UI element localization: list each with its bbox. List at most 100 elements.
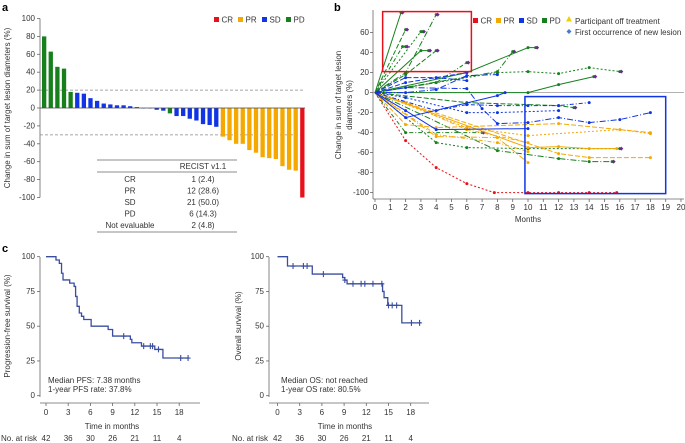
series-line-pd xyxy=(375,76,594,94)
data-point-sd xyxy=(480,107,484,111)
at-risk-count: 21 xyxy=(130,434,139,443)
bar-pd xyxy=(48,51,53,108)
series-line-pd xyxy=(374,47,536,94)
pfs-y-label: Progression-free survival (%) xyxy=(3,274,12,377)
x-tick-label: 5 xyxy=(449,203,454,212)
data-point-pd xyxy=(434,141,438,145)
new-lesion-marker xyxy=(435,48,440,53)
series-line-pr xyxy=(374,92,651,134)
y-tick-label: 100 xyxy=(22,14,36,23)
series-line-pd xyxy=(374,92,620,150)
at-risk-count: 26 xyxy=(340,434,349,443)
series-line-pd xyxy=(374,92,613,163)
bar-sd xyxy=(161,108,166,111)
x-tick-label: 15 xyxy=(384,408,393,417)
new-lesion-marker xyxy=(619,69,624,74)
data-point-sd xyxy=(404,116,408,120)
data-point-sd xyxy=(465,79,469,83)
legend-off-treatment-label: Participant off treatment xyxy=(575,17,661,26)
new-lesion-marker xyxy=(428,48,433,53)
data-point-sd xyxy=(465,87,469,91)
data-point-sd xyxy=(404,96,408,100)
censor-mark xyxy=(320,271,326,278)
data-point-pr xyxy=(615,147,619,151)
data-point-sd xyxy=(557,104,561,108)
data-point-pr xyxy=(526,150,530,154)
bar-sd xyxy=(134,107,139,108)
bar-sd xyxy=(194,108,199,121)
bar-pr xyxy=(253,108,259,153)
x-tick-label: 18 xyxy=(646,203,655,212)
os-median: Median OS: not reached xyxy=(281,376,368,385)
legend-label-sd: SD xyxy=(270,16,281,25)
censor-mark xyxy=(304,263,310,270)
legend-swatch-pd xyxy=(542,18,547,23)
bar-pd xyxy=(42,36,47,108)
x-tick-label: 0 xyxy=(373,203,378,212)
at-risk-count: 11 xyxy=(384,434,393,443)
y-tick-label: -20 xyxy=(23,121,35,130)
highlight-box-red xyxy=(381,10,473,73)
at-risk-count: 42 xyxy=(42,434,51,443)
data-point-sd xyxy=(434,128,438,132)
table-row-value: 6 (14.3) xyxy=(189,210,217,219)
x-tick-label: 12 xyxy=(362,408,371,417)
x-tick-label: 3 xyxy=(297,408,302,417)
data-point-pr xyxy=(434,135,438,139)
data-point-pr xyxy=(557,122,561,126)
x-tick-label: 8 xyxy=(495,203,500,212)
x-tick-label: 0 xyxy=(44,408,49,417)
y-tick-label: 75 xyxy=(26,287,35,296)
y-tick-label: -40 xyxy=(23,139,35,148)
table-row-value: 12 (28.6) xyxy=(187,187,219,196)
y-tick-label: -20 xyxy=(357,108,369,117)
data-point-sd xyxy=(495,73,499,77)
legend-label-pr: PR xyxy=(246,16,257,25)
data-point-pd xyxy=(587,66,591,70)
at-risk-count: 30 xyxy=(317,434,326,443)
x-tick-label: 10 xyxy=(524,203,533,212)
y-tick-label: 75 xyxy=(255,287,264,296)
y-tick-label: 60 xyxy=(360,28,369,37)
y-tick-label: 50 xyxy=(255,322,264,331)
series-line-pd xyxy=(374,29,407,93)
data-point-sd xyxy=(404,109,408,113)
off-treatment-triangle-icon xyxy=(566,16,572,22)
y-tick-label: 0 xyxy=(31,391,36,400)
bar-pr xyxy=(280,108,285,167)
censor-mark xyxy=(150,343,156,350)
pfs-at-risk-label: No. at risk xyxy=(1,434,38,443)
data-point-sd xyxy=(557,109,561,113)
new-lesion-marker xyxy=(405,44,410,49)
y-tick-label: -80 xyxy=(357,168,369,177)
series-line-cr xyxy=(374,92,617,194)
legend-label-pd: PD xyxy=(550,17,561,26)
censor-mark xyxy=(408,319,414,326)
data-point-sd xyxy=(404,81,408,85)
bar-pr xyxy=(227,108,232,141)
new-lesion-marker xyxy=(466,60,471,65)
bar-sd xyxy=(200,108,206,125)
data-point-pd xyxy=(401,45,405,49)
data-point-sd xyxy=(587,121,591,125)
table-row-label: PR xyxy=(124,187,135,196)
censor-mark xyxy=(350,280,356,287)
data-point-sd xyxy=(404,76,408,80)
series-line-pd xyxy=(374,67,620,94)
new-lesion-marker xyxy=(435,12,440,17)
spider-y-label-line2: diameters (%) xyxy=(345,80,354,130)
legend-new-lesion-label: First occurrence of new lesion xyxy=(575,28,681,37)
data-point-pr xyxy=(648,156,652,160)
censor-mark xyxy=(185,355,191,362)
censor-mark xyxy=(121,333,127,340)
new-lesion-marker xyxy=(405,27,410,32)
table-header: RECIST v1.1 xyxy=(180,162,227,171)
censor-mark xyxy=(389,302,395,309)
censor-mark xyxy=(155,346,161,353)
panel-label-a: a xyxy=(2,2,9,14)
data-point-sd xyxy=(587,101,591,105)
series-line-pd xyxy=(374,12,402,93)
bar-sd xyxy=(128,106,133,108)
legend-swatch-pr xyxy=(496,18,501,23)
data-point-pr xyxy=(648,132,652,136)
